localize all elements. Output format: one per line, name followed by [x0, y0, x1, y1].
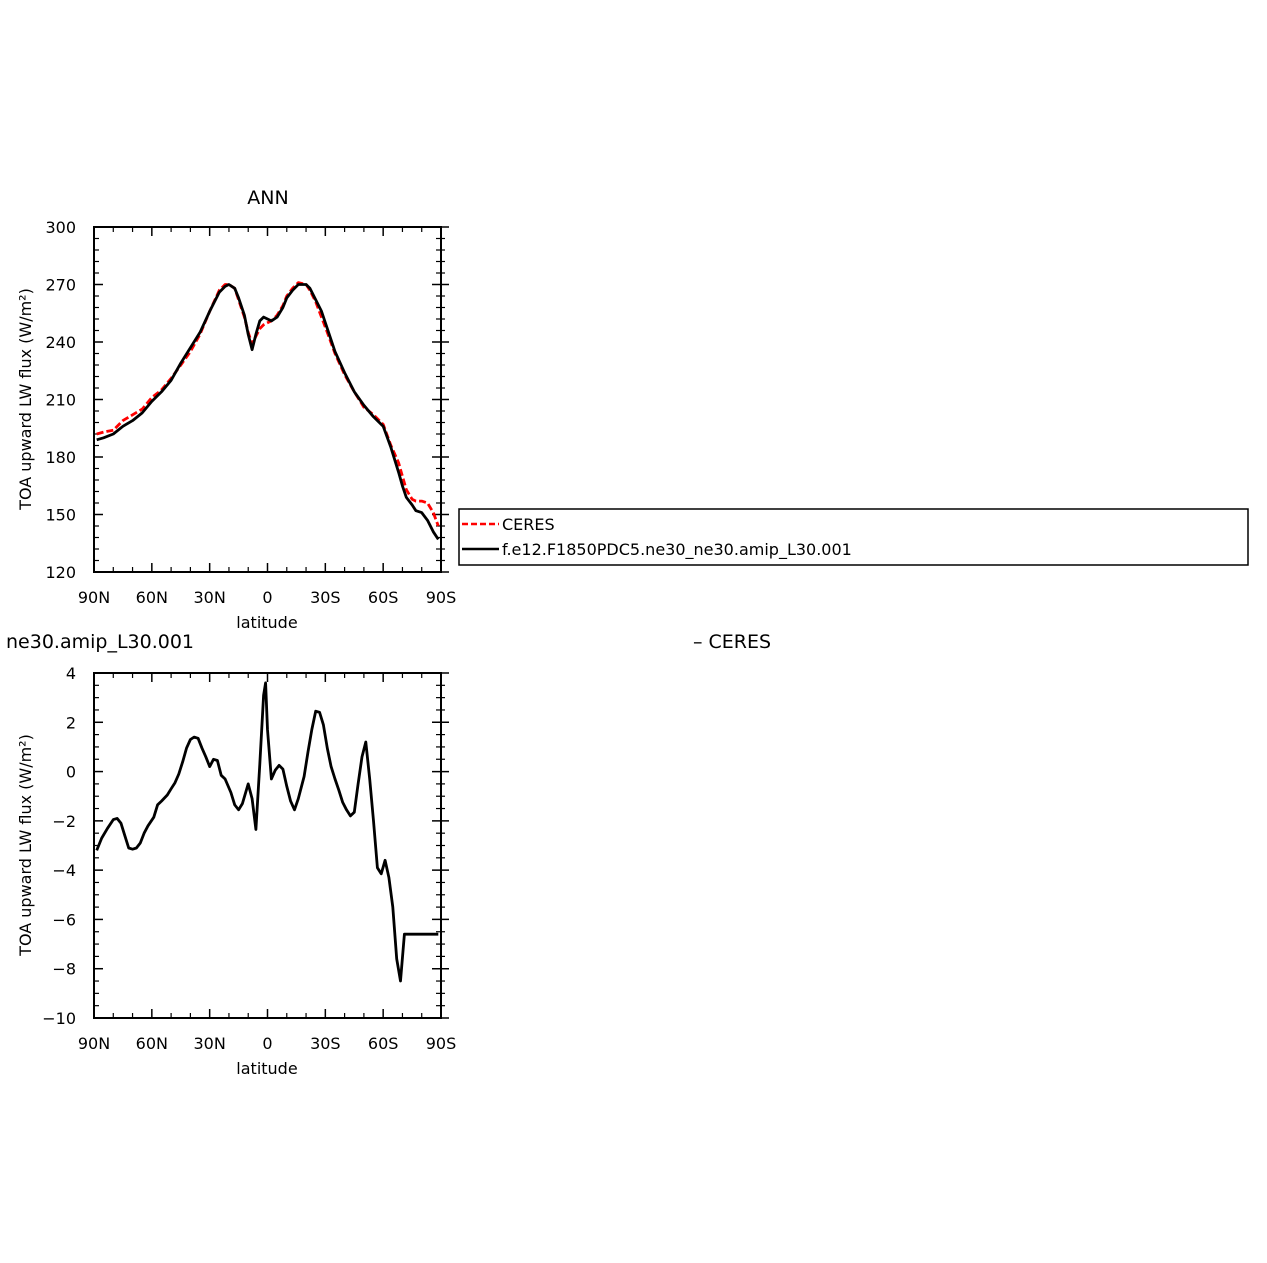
x-tick-label: 90S: [426, 588, 457, 607]
top-x-axis-label: latitude: [236, 613, 297, 632]
y-tick-label: 120: [45, 563, 76, 582]
y-tick-label: −6: [52, 910, 76, 929]
x-tick-label: 90N: [78, 588, 110, 607]
y-tick-label: 210: [45, 391, 76, 410]
top-ticks: 90N 60N 30N 0 30S 60S 90S 120 150 180 210 240 270 300: [45, 218, 456, 607]
top-panel-title: ANN: [247, 187, 288, 209]
legend-label-ceres: CERES: [502, 515, 555, 534]
x-tick-label: 0: [262, 1034, 272, 1053]
y-tick-label: −4: [52, 861, 76, 880]
x-tick-label: 60N: [136, 1034, 168, 1053]
y-tick-label: 300: [45, 218, 76, 237]
series-line-1-0: [95, 681, 439, 983]
y-tick-label: 150: [45, 506, 76, 525]
y-tick-label: 270: [45, 276, 76, 295]
y-tick-label: 0: [66, 763, 76, 782]
x-tick-label: 60S: [368, 1034, 399, 1053]
y-tick-label: −2: [52, 812, 76, 831]
series-line-0-1: [96, 283, 440, 541]
bottom-y-axis-label: TOA upward LW flux (W/m²): [16, 734, 35, 957]
x-tick-label: 30S: [310, 1034, 341, 1053]
top-y-axis-label: TOA upward LW flux (W/m²): [16, 288, 35, 511]
top-series-lines: [96, 281, 440, 541]
y-tick-label: −8: [52, 960, 76, 979]
x-tick-label: 60N: [136, 588, 168, 607]
bottom-panel: ne30.amip_L30.001 – CERES 90N 60N 30N 0 30S 6…: [6, 631, 771, 1078]
x-tick-label: 30S: [310, 588, 341, 607]
x-tick-label: 90S: [426, 1034, 457, 1053]
bottom-panel-title-right: – CERES: [693, 631, 771, 653]
x-tick-label: 30N: [194, 1034, 226, 1053]
bottom-ticks: 90N 60N 30N 0 30S 60S 90S −10 −8 −6 −4 −2 0 2 4: [42, 664, 456, 1053]
y-tick-label: −10: [42, 1009, 76, 1028]
x-tick-label: 60S: [368, 588, 399, 607]
bottom-x-axis-label: latitude: [236, 1059, 297, 1078]
top-panel: ANN 90N 60N 30N 0 30S 60S 90S 120 150 180 210 240 27…: [16, 187, 456, 632]
y-tick-label: 240: [45, 333, 76, 352]
legend: CERES f.e12.F1850PDC5.ne30_ne30.amip_L30…: [458, 508, 1249, 566]
bottom-series-lines: [95, 681, 439, 983]
top-plot-frame: [93, 226, 442, 573]
y-tick-label: 4: [66, 664, 76, 683]
y-tick-label: 180: [45, 448, 76, 467]
x-tick-label: 0: [262, 588, 272, 607]
bottom-panel-title-left: ne30.amip_L30.001: [6, 631, 194, 653]
x-tick-label: 30N: [194, 588, 226, 607]
legend-label-model: f.e12.F1850PDC5.ne30_ne30.amip_L30.001: [502, 540, 852, 560]
y-tick-label: 2: [66, 713, 76, 732]
x-tick-label: 90N: [78, 1034, 110, 1053]
legend-box: [458, 508, 1249, 566]
